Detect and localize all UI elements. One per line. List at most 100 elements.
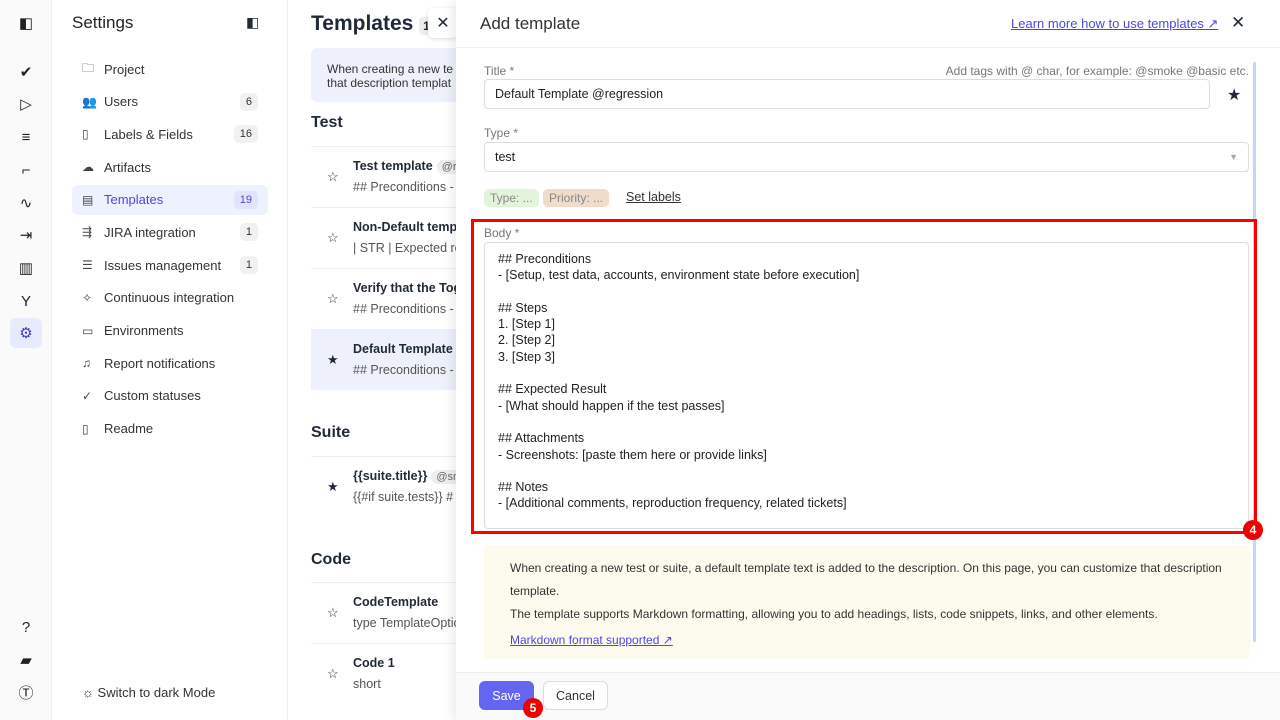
settings-sidebar: Settings ◧ 🗀 Project 👥 Users 6 ▯ Labels & Fiel… bbox=[52, 0, 288, 720]
template-row[interactable]: ☆ Verify that the Tog ## Preconditions - bbox=[311, 268, 458, 329]
branch-icon[interactable]: Y bbox=[20, 292, 31, 310]
star-outline-icon[interactable]: ☆ bbox=[327, 291, 339, 306]
scrollbar[interactable] bbox=[1253, 62, 1256, 642]
close-drawer-icon[interactable]: ✕ bbox=[1231, 13, 1246, 32]
template-title: Code 1 bbox=[353, 656, 395, 670]
star-icon[interactable]: ★ bbox=[1227, 87, 1242, 104]
template-row[interactable]: ☆ Non-Default templ | STR | Expected re bbox=[311, 207, 458, 268]
sidebar-item-issues-management[interactable]: ☰ Issues management 1 bbox=[72, 250, 268, 280]
pulse-icon[interactable]: ∿ bbox=[19, 195, 33, 212]
clipboard-icon: ▤ bbox=[82, 192, 94, 207]
template-desc: ## Preconditions - bbox=[353, 302, 454, 316]
section-heading: Suite bbox=[311, 424, 351, 441]
sidebar-item-jira-integration[interactable]: ⇶ JIRA integration 1 bbox=[72, 217, 268, 247]
annotation-badge: 4 bbox=[1243, 520, 1263, 540]
star-filled-icon[interactable]: ★ bbox=[327, 479, 339, 494]
type-select[interactable]: test ▼ bbox=[484, 142, 1249, 172]
check-icon[interactable]: ✔ bbox=[19, 64, 33, 81]
close-icon[interactable]: ✕ bbox=[428, 8, 458, 38]
cancel-button[interactable]: Cancel bbox=[543, 681, 608, 710]
template-row[interactable]: ★ {{suite.title}}@sm {{#if suite.tests}} # bbox=[311, 456, 458, 517]
sidebar-toggle-icon[interactable]: ◧ bbox=[18, 15, 34, 32]
sidebar-item-label: Environments bbox=[104, 323, 184, 338]
star-outline-icon[interactable]: ☆ bbox=[327, 666, 339, 681]
folder-icon[interactable]: ▰ bbox=[20, 652, 32, 669]
template-row[interactable]: ☆ Code 1 short bbox=[311, 643, 458, 704]
template-row[interactable]: ☆ CodeTemplate type TemplateOptic bbox=[311, 582, 458, 643]
set-labels-link[interactable]: Set labels bbox=[626, 190, 681, 204]
star-filled-icon[interactable]: ★ bbox=[327, 352, 339, 367]
import-icon[interactable]: ⇥ bbox=[19, 227, 33, 244]
sidebar-item-project[interactable]: 🗀 Project bbox=[72, 54, 268, 84]
template-title: Non-Default templ bbox=[353, 220, 458, 234]
monitor-icon: ▭ bbox=[82, 323, 94, 338]
count-badge: 1 bbox=[239, 223, 258, 242]
tag: @sm bbox=[431, 470, 458, 484]
issues-icon: ☰ bbox=[82, 258, 93, 273]
puzzle-icon: ✧ bbox=[82, 290, 93, 305]
sidebar-item-label: Artifacts bbox=[104, 159, 151, 175]
template-title: Test template@re bbox=[353, 159, 458, 174]
star-outline-icon[interactable]: ☆ bbox=[327, 169, 339, 184]
sidebar-item-continuous-integration[interactable]: ✧ Continuous integration bbox=[72, 283, 268, 313]
template-title: CodeTemplate bbox=[353, 595, 439, 609]
sidebar-item-readme[interactable]: ▯ Readme bbox=[72, 414, 268, 444]
folder-gear-icon: 🗀 bbox=[82, 60, 95, 75]
type-chip[interactable]: Type: ... bbox=[484, 189, 539, 207]
template-desc: ## Preconditions - bbox=[353, 363, 454, 377]
sidebar-item-templates[interactable]: ▤ Templates 19 bbox=[72, 184, 268, 215]
count-badge: 16 bbox=[233, 125, 258, 144]
chart-icon[interactable]: ▥ bbox=[18, 260, 34, 277]
labels-icon: ▯ bbox=[82, 127, 89, 142]
settings-icon[interactable]: ⚙ bbox=[10, 318, 42, 348]
sidebar-item-artifacts[interactable]: ☁ Artifacts bbox=[72, 152, 268, 182]
count-badge: 1 bbox=[239, 256, 258, 275]
sidebar-item-labels-fields[interactable]: ▯ Labels & Fields 16 bbox=[72, 119, 268, 149]
learn-more-link[interactable]: Learn more how to use templates ↗ bbox=[1011, 16, 1219, 31]
check-circle-icon: ✓ bbox=[82, 388, 93, 403]
sidebar-item-environments[interactable]: ▭ Environments bbox=[72, 316, 268, 346]
sidebar-item-label: Readme bbox=[104, 421, 154, 437]
help-text-2: The template supports Markdown formattin… bbox=[510, 607, 1158, 621]
collapse-sidebar-icon[interactable]: ◧ bbox=[246, 14, 260, 30]
chevron-down-icon: ▼ bbox=[1229, 152, 1238, 162]
star-outline-icon[interactable]: ☆ bbox=[327, 230, 339, 245]
template-desc: ## Preconditions - bbox=[353, 180, 454, 194]
sun-icon: ☼ bbox=[82, 685, 98, 700]
body-textarea[interactable]: ## Preconditions - [Setup, test data, ac… bbox=[484, 242, 1249, 529]
play-icon[interactable]: ▷ bbox=[20, 96, 32, 113]
steps-icon[interactable]: ⌐ bbox=[21, 161, 31, 179]
bell-icon: ♫ bbox=[82, 356, 91, 371]
sidebar-item-label: Labels & Fields bbox=[104, 126, 193, 142]
template-title: Default Template bbox=[353, 342, 453, 356]
priority-chip[interactable]: Priority: ... bbox=[543, 189, 610, 207]
icon-rail: ◧ ✔ ▷ ≡ ⌐ ∿ ⇥ ▥ Y ⚙? ▰ Ⓣ bbox=[0, 0, 52, 720]
section-heading: Code bbox=[311, 551, 351, 568]
sidebar-item-label: JIRA integration bbox=[104, 224, 196, 240]
annotation-badge: 5 bbox=[523, 698, 543, 718]
title-hint: Add tags with @ char, for example: @smok… bbox=[945, 64, 1249, 78]
template-row[interactable]: ★ Default Template ## Preconditions - bbox=[311, 329, 458, 390]
help-text: When creating a new test or suite, a def… bbox=[510, 561, 1222, 598]
settings-nav: 🗀 Project 👥 Users 6 ▯ Labels & Fields 16 ☁ Artifa… bbox=[72, 54, 268, 446]
template-desc: short bbox=[353, 677, 381, 691]
type-label: Type * bbox=[484, 126, 519, 140]
sidebar-item-report-notifications[interactable]: ♫ Report notifications bbox=[72, 348, 268, 378]
dark-mode-toggle[interactable]: ☼ Switch to dark Mode bbox=[82, 685, 215, 700]
logo-icon[interactable]: Ⓣ bbox=[18, 684, 34, 702]
sidebar-item-custom-statuses[interactable]: ✓ Custom statuses bbox=[72, 381, 268, 411]
title-input[interactable]: Default Template @regression bbox=[484, 79, 1210, 109]
template-desc: type TemplateOptic bbox=[353, 616, 458, 630]
star-outline-icon[interactable]: ☆ bbox=[327, 605, 339, 620]
sidebar-item-label: Custom statuses bbox=[104, 388, 201, 404]
markdown-link[interactable]: Markdown format supported ↗ bbox=[510, 633, 673, 647]
template-row[interactable]: ☆ Test template@re ## Preconditions - bbox=[311, 146, 458, 207]
sidebar-item-users[interactable]: 👥 Users 6 bbox=[72, 87, 268, 117]
users-icon: 👥 bbox=[82, 94, 97, 109]
cloud-upload-icon: ☁ bbox=[82, 160, 94, 175]
help-icon[interactable]: ? bbox=[21, 618, 31, 636]
tag: @re bbox=[436, 160, 458, 174]
body-label: Body * bbox=[484, 226, 520, 240]
book-icon: ▯ bbox=[82, 421, 89, 436]
checklist-icon[interactable]: ≡ bbox=[21, 128, 31, 146]
